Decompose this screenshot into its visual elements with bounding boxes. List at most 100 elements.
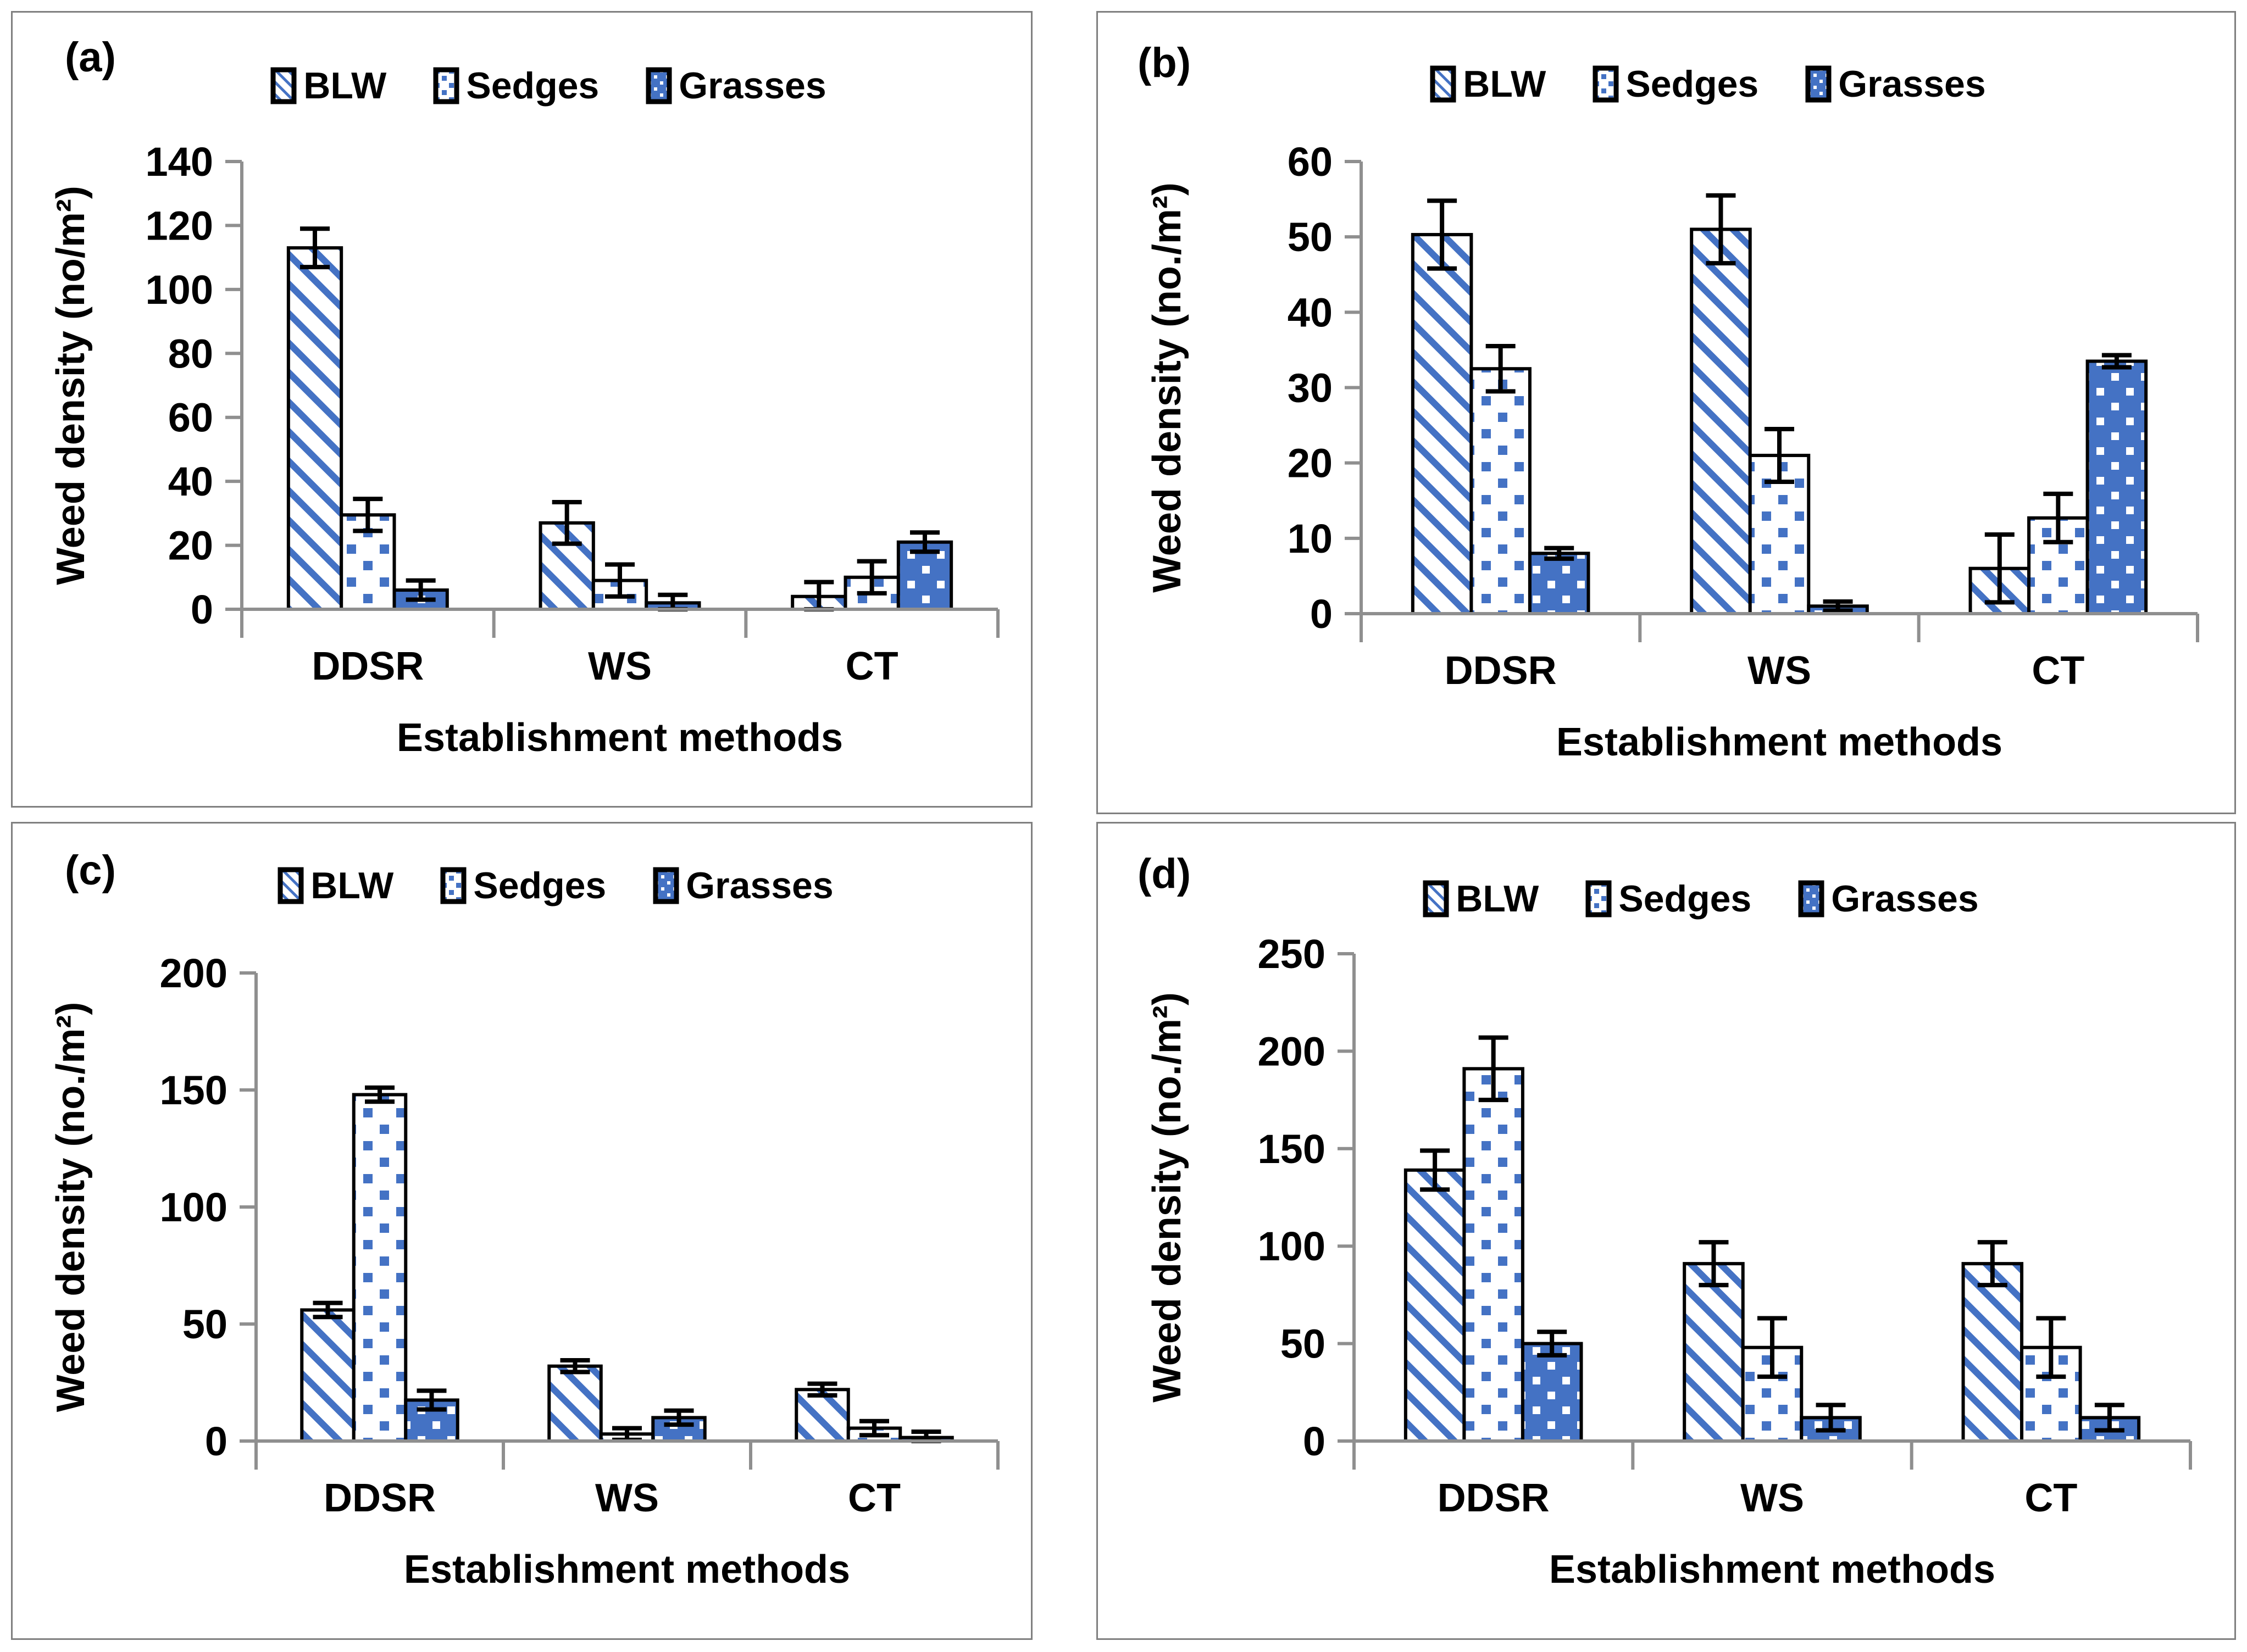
panel-label: (a) [65,34,116,81]
panel-label: (d) [1138,850,1191,897]
y-axis-title: Weed density (no./m²) [49,1002,93,1412]
y-tick-label: 20 [1288,441,1333,486]
legend-swatch-diagonal-stripes-icon [1423,880,1449,917]
error-bar [1816,1403,1846,1433]
x-category-label: CT [848,1476,901,1520]
x-category-label: DDSR [1438,1476,1550,1520]
legend-item-grasses: Grasses [1805,63,1986,105]
x-category-label: WS [595,1476,659,1520]
y-tick-label: 50 [1288,214,1333,260]
chart-panel-c: (c) BLW Sedges Grasses 0 50 100 150 200 DDSR WS C… [11,822,1033,1640]
bar-grasses-ct [2085,359,2148,615]
legend-item-grasses: Grasses [653,864,834,907]
y-axis: 0 20 40 60 80 100 120 140 [146,139,243,638]
error-bar [909,530,940,554]
legend-item-blw: BLW [270,64,386,107]
legend-label: BLW [1463,63,1546,105]
error-bar [300,226,330,270]
x-category-label: DDSR [1445,649,1557,693]
error-bar [406,578,436,602]
bars [1403,1035,2141,1443]
bar-grasses-ddsr [1521,1342,1583,1443]
legend-label: BLW [303,65,387,107]
bar-blw-ddsr [1403,1168,1466,1443]
error-bar [857,559,887,596]
legend-item-grasses: Grasses [1798,877,1979,920]
legend-label: Grasses [1838,63,1986,105]
x-axis: DDSR WS CT [240,608,1000,688]
error-bar [1537,1330,1567,1358]
y-tick-label: 0 [205,1419,228,1464]
x-category-label: WS [588,644,652,688]
bar-grasses-ddsr [1528,552,1590,615]
error-bar [2036,1316,2066,1379]
error-bar [1977,1240,2007,1288]
legend-item-blw: BLW [1430,63,1546,105]
error-bar [552,499,582,546]
y-tick-label: 10 [1288,516,1333,561]
legend-swatch-blue-squares-on-white-icon [433,67,459,104]
y-tick-label: 250 [1258,931,1325,977]
error-bar [807,1381,837,1398]
x-axis: DDSR WS CT [1352,1439,2192,1520]
chart-panel-d: (d) BLW Sedges Grasses 0 50 100 150 200 250 DDSR… [1096,822,2236,1640]
y-axis: 0 50 100 150 200 250 [1258,931,1356,1470]
y-tick-label: 150 [160,1067,228,1113]
legend: BLW Sedges Grasses [1354,874,2048,924]
legend-label: Sedges [1618,878,1752,920]
x-category-label: CT [2024,1476,2077,1520]
y-tick-label: 40 [1288,290,1333,335]
y-tick-label: 50 [182,1301,228,1347]
bar-blw-ws [547,1364,603,1443]
chart-panel-a: (a) BLW Sedges Grasses 0 20 40 60 80 100 120 140 D… [11,11,1033,808]
x-axis-title: Establishment methods [397,716,843,760]
y-tick-label: 150 [1258,1126,1325,1172]
legend-swatch-diagonal-stripes-icon [278,867,304,904]
x-category-label: DDSR [312,644,424,688]
x-category-label: DDSR [324,1476,436,1520]
legend-swatch-white-squares-on-blue-icon [646,67,672,104]
legend-swatch-diagonal-stripes-icon [1430,65,1456,103]
y-tick-label: 30 [1288,365,1333,411]
y-tick-label: 100 [160,1184,228,1230]
error-bar [1984,532,2015,605]
chart-panel-b: (b) BLW Sedges Grasses 0 10 20 30 40 50 60 DDSR WS… [1096,11,2236,814]
legend-swatch-blue-squares-on-white-icon [1585,880,1612,917]
bar-blw-ct [1961,1262,2024,1443]
error-bar [1544,546,1574,561]
error-bar [353,497,383,533]
error-bar [2094,1403,2124,1433]
error-bar [1478,1035,1508,1103]
bars [300,1085,954,1443]
legend-label: Grasses [679,65,826,107]
x-axis: DDSR WS CT [1360,612,2199,693]
x-category-label: CT [2032,649,2084,693]
y-tick-label: 0 [191,587,213,632]
legend: BLW Sedges Grasses [242,61,855,110]
y-tick-label: 80 [168,331,213,376]
legend-swatch-white-squares-on-blue-icon [1805,65,1832,103]
y-tick-label: 200 [160,950,228,996]
y-tick-label: 100 [146,267,213,313]
error-bar [2043,491,2073,544]
bar-sedges-ct [2027,516,2089,615]
legend-swatch-white-squares-on-blue-icon [653,867,679,904]
bar-sedges-ddsr [1462,1067,1524,1443]
legend-item-blw: BLW [278,864,393,907]
error-bar [605,562,635,599]
x-axis-title: Establishment methods [1556,720,2002,764]
legend-swatch-diagonal-stripes-icon [270,67,297,104]
y-tick-label: 20 [168,523,213,569]
legend-item-grasses: Grasses [646,64,826,107]
error-bar [1420,1148,1450,1192]
x-axis-title: Establishment methods [1549,1548,1995,1592]
legend-label: Sedges [1625,63,1759,105]
y-axis: 0 50 100 150 200 [160,950,258,1470]
error-bar [417,1388,447,1412]
x-axis: DDSR WS CT [254,1439,1000,1520]
bar-sedges-ddsr [352,1093,408,1443]
y-tick-label: 60 [168,395,213,441]
bar-blw-ddsr [300,1308,356,1443]
error-bar [1699,1240,1729,1288]
error-bar [1427,198,1457,271]
